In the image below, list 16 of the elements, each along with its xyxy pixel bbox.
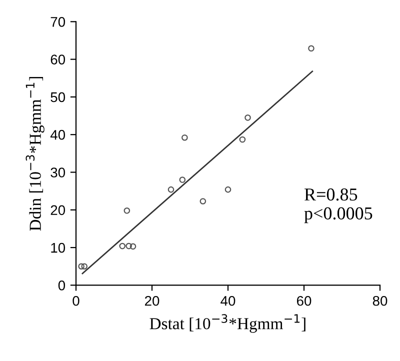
annotation: R=0.85 p<0.0005 bbox=[304, 188, 372, 224]
y-tick-label: 70 bbox=[50, 16, 66, 27]
y-tick-label: 10 bbox=[51, 242, 66, 253]
y-tick-label: 30 bbox=[50, 168, 66, 178]
y-tick-label: 40 bbox=[50, 130, 66, 140]
x-tick-label: 20 bbox=[144, 296, 160, 306]
x-tick-label: 80 bbox=[372, 296, 388, 306]
x-tick-label: 60 bbox=[296, 296, 312, 306]
x-tick-label: 40 bbox=[220, 296, 236, 306]
x-tick-label: 0 bbox=[72, 296, 80, 306]
y-axis-title: Ddin [10$^{−3}$*Hgmm$^{−1}$] bbox=[26, 76, 44, 231]
y-tick-label: 60 bbox=[50, 54, 66, 64]
y-tick-label: 50 bbox=[50, 92, 66, 102]
y-tick-label: 20 bbox=[50, 205, 66, 216]
y-tick-label: 0 bbox=[58, 280, 66, 290]
x-axis-title: Dstat [10$^{−3}$*Hgmm$^{−1}$] bbox=[150, 314, 306, 333]
